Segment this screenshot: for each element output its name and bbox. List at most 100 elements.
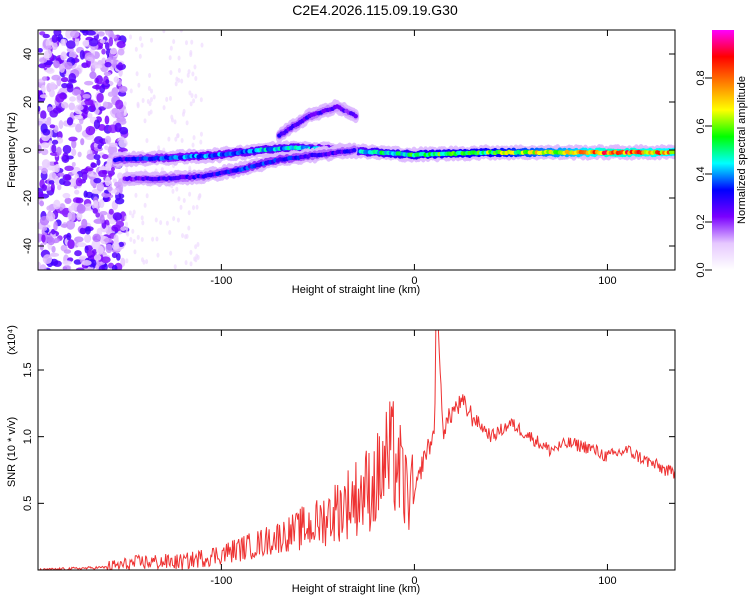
noise-blob: [110, 166, 115, 172]
noise-blob: [97, 124, 106, 131]
noise-blob: [141, 220, 145, 226]
noise-blob: [93, 119, 101, 130]
noise-blob: [99, 39, 106, 44]
noise-blob: [175, 186, 179, 192]
noise-blob: [49, 252, 60, 257]
noise-blob: [180, 138, 184, 144]
noise-blob: [124, 215, 128, 221]
noise-blob: [174, 136, 178, 142]
spectrogram-x-tick-label: 100: [598, 275, 616, 287]
noise-blob: [181, 111, 185, 117]
noise-blob: [38, 47, 43, 53]
noise-blob: [177, 196, 181, 202]
snr-x-tick-label: 100: [598, 575, 616, 587]
spectrogram-y-tick-label: -20: [22, 190, 34, 206]
noise-blob: [51, 245, 56, 253]
noise-blob: [98, 265, 105, 270]
noise-blob: [112, 178, 118, 184]
noise-blob: [52, 107, 62, 114]
noise-blob: [123, 138, 127, 144]
noise-blob: [189, 50, 193, 56]
noise-blob: [125, 225, 129, 231]
trace-secondary-trace: [121, 142, 358, 188]
noise-blob: [191, 142, 195, 148]
noise-blob: [136, 234, 140, 240]
noise-blob: [81, 171, 88, 181]
noise-blob: [102, 101, 109, 108]
noise-blob: [39, 200, 45, 207]
noise-blob: [138, 36, 142, 42]
colorbar-swatch: [712, 30, 734, 270]
noise-blob: [38, 144, 42, 154]
noise-blob: [57, 184, 62, 191]
spectrogram-y-tick-label: -40: [22, 238, 34, 254]
noise-blob: [152, 94, 156, 100]
noise-blob: [77, 105, 84, 111]
noise-blob: [103, 237, 113, 243]
noise-blob: [41, 167, 48, 175]
noise-blob: [162, 30, 166, 34]
noise-blob: [179, 204, 183, 210]
noise-blob: [55, 93, 65, 103]
noise-blob: [99, 214, 105, 224]
noise-blob: [42, 254, 53, 265]
noise-blob: [86, 153, 96, 160]
spectrogram-ticks: -100 0 100 -40 -20 0 20 40: [22, 30, 675, 287]
noise-blob: [76, 203, 86, 214]
noise-blob: [65, 220, 76, 230]
noise-blob: [40, 142, 50, 149]
colorbar: 0.0 0.2 0.4 0.6 0.8 Normalized spectral ampl…: [695, 30, 748, 278]
noise-blob: [116, 109, 126, 119]
trace-main-trace: [111, 140, 675, 168]
noise-blob: [46, 106, 53, 112]
snr-panel: -100 0 100 0.5 1.0 1.5 Height of straight lin…: [6, 325, 676, 595]
noise-blob: [95, 212, 101, 218]
noise-blob: [196, 254, 200, 260]
noise-blob: [81, 218, 88, 229]
colorbar-label: Normalized spectral amplitude: [736, 76, 748, 224]
noise-blob: [187, 225, 191, 231]
noise-blob: [120, 226, 126, 231]
noise-blob: [128, 210, 132, 216]
noise-blob: [101, 48, 106, 55]
noise-blob: [156, 252, 160, 258]
noise-blob: [170, 114, 174, 120]
noise-blob: [66, 117, 74, 126]
noise-blob: [101, 153, 109, 160]
noise-blob: [159, 220, 163, 226]
noise-blob: [45, 212, 56, 222]
noise-blob: [150, 37, 154, 43]
noise-blob: [70, 211, 76, 222]
noise-blob: [87, 112, 93, 119]
noise-blob: [54, 163, 60, 173]
noise-blob: [192, 205, 196, 211]
noise-blob: [74, 36, 80, 47]
snr-x-label: Height of straight line (km): [292, 583, 420, 595]
noise-blob: [181, 233, 185, 239]
noise-blob: [118, 85, 128, 93]
noise-blob: [190, 39, 194, 45]
spectrogram-y-tick-label: 40: [22, 48, 34, 60]
noise-blob: [192, 98, 196, 104]
noise-blob: [149, 88, 153, 94]
noise-blob: [62, 266, 68, 270]
noise-blob: [117, 62, 124, 71]
noise-blob: [45, 45, 53, 51]
noise-blob: [147, 110, 151, 116]
noise-blob: [83, 190, 88, 198]
noise-blob: [118, 241, 125, 247]
noise-blob: [75, 123, 83, 133]
noise-blob: [84, 167, 94, 172]
noise-blob: [42, 226, 48, 231]
noise-blob: [104, 30, 111, 36]
noise-blob: [46, 235, 53, 243]
noise-blob: [189, 261, 193, 267]
noise-blob: [64, 165, 74, 171]
noise-blob: [188, 90, 192, 96]
snr-y-tick-label: 1.5: [22, 362, 34, 377]
noise-blob: [142, 259, 146, 265]
noise-blob: [79, 49, 85, 60]
noise-blob: [97, 143, 103, 150]
noise-blob: [68, 205, 74, 213]
